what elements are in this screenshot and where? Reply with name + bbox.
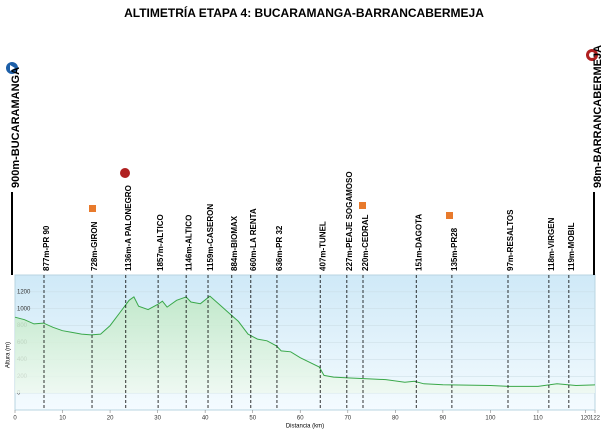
chart-title: ALTIMETRÍA ETAPA 4: BUCARAMANGA-BARRANCA… bbox=[124, 5, 484, 20]
waypoint-label: 227m-PEAJE SOGAMOSO bbox=[345, 171, 354, 271]
x-tick-label: 90 bbox=[440, 416, 447, 422]
y-axis-label: Altura (m) bbox=[6, 342, 12, 368]
elevation-line bbox=[14, 295, 596, 387]
waypoint-label: 151m-DAGOTA bbox=[414, 214, 423, 271]
sprint-icon bbox=[359, 202, 366, 209]
waypoint-label: 1146m-ALTICO bbox=[184, 215, 193, 271]
sprint-icon bbox=[89, 205, 96, 212]
x-tick-label: 20 bbox=[107, 416, 114, 422]
waypoint-label: 636m-PR 32 bbox=[275, 225, 284, 271]
x-tick-label: 40 bbox=[202, 416, 209, 422]
waypoint-label: 407m-TUNEL bbox=[318, 221, 327, 271]
end-label: 98m-BARRANCABERMEJA bbox=[592, 45, 604, 188]
x-tick-label: 120 bbox=[580, 416, 591, 422]
finish-icon-inner bbox=[589, 52, 595, 58]
waypoint-label: 884m-BIOMAX bbox=[230, 215, 239, 271]
waypoint-label: 1857m-ALTICO bbox=[156, 214, 165, 271]
waypoint-label: 877m-PR 90 bbox=[42, 225, 51, 271]
waypoint-label: 728m-GIRON bbox=[90, 221, 99, 271]
x-tick-label: 60 bbox=[297, 416, 304, 422]
x-tick-label: 0 bbox=[13, 416, 17, 422]
x-tick-label: 50 bbox=[249, 416, 256, 422]
x-tick-label: 110 bbox=[533, 416, 543, 422]
waypoint-label: 1159m-CASERON bbox=[206, 204, 215, 271]
sprint-icon bbox=[446, 212, 453, 219]
waypoint-label: 135m-PR28 bbox=[450, 227, 459, 271]
x-tick-label: 80 bbox=[392, 416, 399, 422]
x-tick-label: 30 bbox=[154, 416, 161, 422]
x-tick-label: 100 bbox=[485, 416, 496, 422]
start-label: 900m-BUCARAMANGA bbox=[10, 67, 22, 188]
waypoint-label: 119m-MOBIL bbox=[567, 222, 576, 271]
x-tick-label: 10 bbox=[59, 416, 66, 422]
y-tick-label: 1200 bbox=[17, 289, 31, 295]
waypoint-label: 1136m-A PALONEGRO bbox=[124, 185, 133, 271]
x-tick-label: 70 bbox=[344, 416, 351, 422]
climb-icon bbox=[120, 168, 130, 178]
x-axis-label: Distancia (km) bbox=[286, 424, 324, 430]
y-tick-label: 0 bbox=[17, 391, 21, 397]
elevation-area bbox=[15, 296, 595, 394]
waypoint-label: 97m-RESALTOS bbox=[506, 209, 515, 271]
waypoint-label: 220m-CEDRAL bbox=[361, 214, 370, 271]
y-tick-label: 1000 bbox=[17, 306, 31, 312]
x-tick-label: 122 bbox=[590, 416, 601, 422]
waypoint-label: 660m-LA RENTA bbox=[249, 208, 258, 271]
start-icon-arrow bbox=[10, 65, 15, 71]
waypoint-label: 118m-VIRGEN bbox=[547, 217, 556, 271]
